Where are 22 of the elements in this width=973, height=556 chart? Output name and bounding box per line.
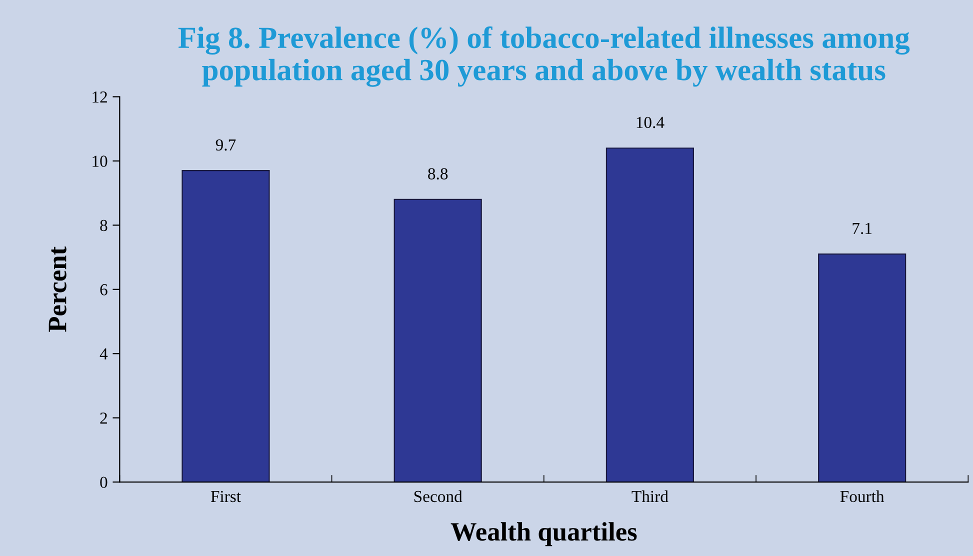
y-tick-label: 12 [92,91,107,103]
data-label: 7.1 [852,222,872,234]
x-axis-title: Wealth quartiles [450,522,637,546]
x-tick-label: Fourth [840,490,884,502]
x-tick-label: Third [632,490,668,502]
y-tick-label: 4 [100,348,108,360]
data-label: 9.7 [216,139,236,151]
bar [394,198,482,482]
data-label: 8.8 [428,168,448,180]
x-tick-label: First [210,490,241,502]
x-tick-label: Second [414,490,462,502]
y-tick-label: 8 [100,220,108,232]
bar [818,254,906,482]
bar [182,170,270,482]
y-tick-label: 10 [92,156,108,167]
data-label: 10.4 [636,116,664,128]
y-tick-label: 0 [100,476,108,488]
y-tick-label: 6 [100,284,108,296]
chart-title: Fig 8. Prevalence (%) of tobacco-related illnesses among population aged 30 years and above by wealth status [178,26,910,87]
bar [606,148,694,482]
y-axis-title: Percent [48,246,66,332]
y-tick-label: 2 [100,412,107,424]
